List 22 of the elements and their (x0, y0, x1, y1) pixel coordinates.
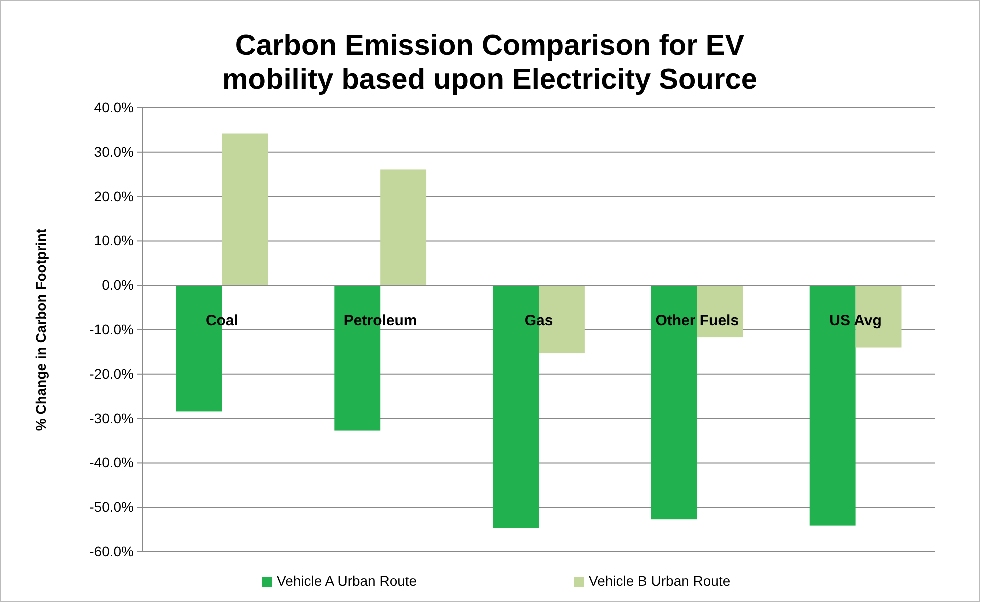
y-tick-label: -40.0% (90, 454, 134, 471)
y-tick-label: 0.0% (102, 277, 134, 294)
legend-label: Vehicle A Urban Route (277, 573, 418, 589)
bar (222, 134, 268, 286)
y-tick-label: -30.0% (90, 410, 134, 426)
bar (856, 286, 902, 348)
y-tick-label: 10.0% (94, 232, 134, 249)
y-tick-label: 30.0% (94, 144, 134, 160)
y-tick-label: 40.0% (94, 99, 134, 116)
y-tick-label: -10.0% (90, 321, 134, 338)
y-axis-title: % Change in Carbon Footprint (33, 228, 49, 432)
legend-label: Vehicle B Urban Route (589, 573, 731, 589)
y-tick-label: -50.0% (90, 499, 134, 516)
y-tick-label: -60.0% (90, 543, 134, 560)
y-tick-label: -20.0% (90, 366, 134, 382)
chart-title: Carbon Emission Comparison for EV mobility based upon Electricity Source (222, 30, 758, 96)
bar (651, 286, 698, 520)
bar (810, 286, 856, 526)
bar (697, 286, 744, 338)
y-tick-label: 20.0% (94, 188, 134, 204)
bar (380, 170, 427, 286)
x-tick-label: Other Fuels (656, 312, 740, 330)
